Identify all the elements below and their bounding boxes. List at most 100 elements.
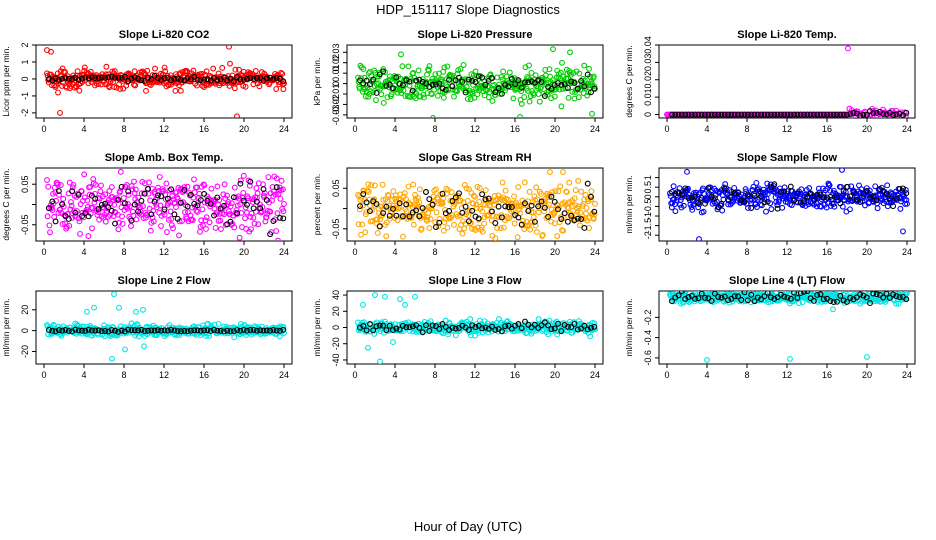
data-point	[385, 192, 392, 199]
reference-point	[475, 215, 482, 222]
data-point	[152, 65, 158, 72]
data-point	[857, 110, 864, 117]
reference-point	[837, 111, 844, 118]
reference-point	[201, 190, 208, 197]
data-point	[533, 228, 540, 235]
reference-point	[52, 328, 59, 335]
data-point	[457, 65, 464, 72]
reference-point	[211, 212, 217, 219]
data-point	[216, 210, 223, 217]
x-tick-label: 16	[199, 370, 209, 380]
data-point	[368, 182, 375, 188]
data-point	[583, 205, 590, 211]
data-point	[502, 187, 509, 194]
reference-point	[72, 326, 79, 333]
reference-point	[138, 77, 145, 84]
data-point	[499, 179, 506, 186]
reference-point	[863, 112, 870, 118]
reference-point	[413, 77, 420, 84]
data-point	[433, 209, 440, 216]
data-point	[442, 215, 449, 222]
x-tick-label: 16	[199, 247, 209, 257]
data-point	[176, 232, 182, 239]
data-point	[574, 208, 581, 215]
x-tick-label: 24	[279, 370, 289, 380]
reference-point	[253, 198, 260, 205]
reference-point	[672, 111, 679, 118]
x-tick-label: 24	[902, 124, 912, 134]
outlier-point	[48, 48, 54, 55]
reference-point	[748, 205, 755, 211]
y-tick-label: -1.5	[643, 218, 653, 234]
reference-point	[900, 185, 906, 192]
data-point	[265, 174, 272, 181]
data-point	[224, 192, 230, 199]
reference-point	[263, 327, 270, 334]
reference-point	[85, 213, 92, 220]
reference-point	[174, 328, 181, 334]
y-tick-label: -0.6	[643, 350, 653, 366]
reference-point	[896, 185, 903, 192]
reference-point	[125, 188, 132, 195]
reference-point	[843, 298, 850, 305]
reference-point	[675, 190, 682, 197]
reference-point	[92, 327, 99, 334]
data-point	[365, 188, 372, 195]
outlier-point	[900, 228, 906, 235]
reference-point	[555, 206, 561, 213]
data-point	[466, 321, 472, 328]
data-point	[77, 230, 83, 237]
reference-point	[257, 205, 264, 212]
data-point	[531, 193, 538, 200]
data-point	[526, 62, 532, 69]
reference-point	[804, 193, 811, 200]
reference-point	[771, 181, 778, 188]
reference-point	[695, 295, 702, 302]
data-point	[146, 179, 152, 186]
outlier-point	[57, 109, 63, 116]
reference-point	[528, 78, 535, 85]
reference-point	[870, 291, 877, 297]
reference-point	[403, 324, 410, 331]
data-point	[514, 234, 521, 241]
reference-point	[399, 213, 406, 220]
y-tick-label: -0.02	[331, 94, 341, 115]
y-tick-label: -20	[331, 337, 341, 350]
data-point	[532, 222, 539, 229]
reference-point	[591, 208, 598, 215]
data-point	[240, 189, 247, 196]
data-point	[242, 83, 249, 90]
reference-point	[360, 80, 367, 87]
data-point	[877, 191, 883, 198]
data-point	[95, 209, 102, 216]
data-point	[560, 73, 567, 80]
reference-point	[758, 296, 765, 303]
outlier-point	[550, 46, 556, 53]
reference-point	[843, 183, 850, 190]
data-point	[482, 187, 489, 194]
reference-point	[263, 197, 270, 204]
data-point	[538, 190, 544, 197]
x-tick-label: 20	[239, 370, 249, 380]
reference-point	[485, 195, 492, 202]
outlier-point	[398, 51, 404, 58]
reference-point	[564, 84, 571, 91]
reference-point	[797, 291, 804, 297]
reference-point	[201, 327, 208, 334]
data-point	[71, 208, 77, 215]
data-point	[506, 69, 513, 76]
data-point	[360, 66, 367, 72]
reference-point	[260, 327, 267, 334]
reference-point	[479, 74, 486, 81]
reference-point	[373, 323, 380, 330]
reference-point	[240, 326, 247, 333]
reference-point	[184, 203, 191, 210]
reference-point	[794, 190, 801, 197]
data-point	[158, 212, 165, 219]
reference-point	[725, 196, 732, 203]
data-point	[164, 229, 170, 235]
data-point	[371, 182, 378, 189]
reference-point	[115, 74, 122, 81]
data-point	[170, 225, 176, 232]
reference-point	[148, 76, 155, 83]
